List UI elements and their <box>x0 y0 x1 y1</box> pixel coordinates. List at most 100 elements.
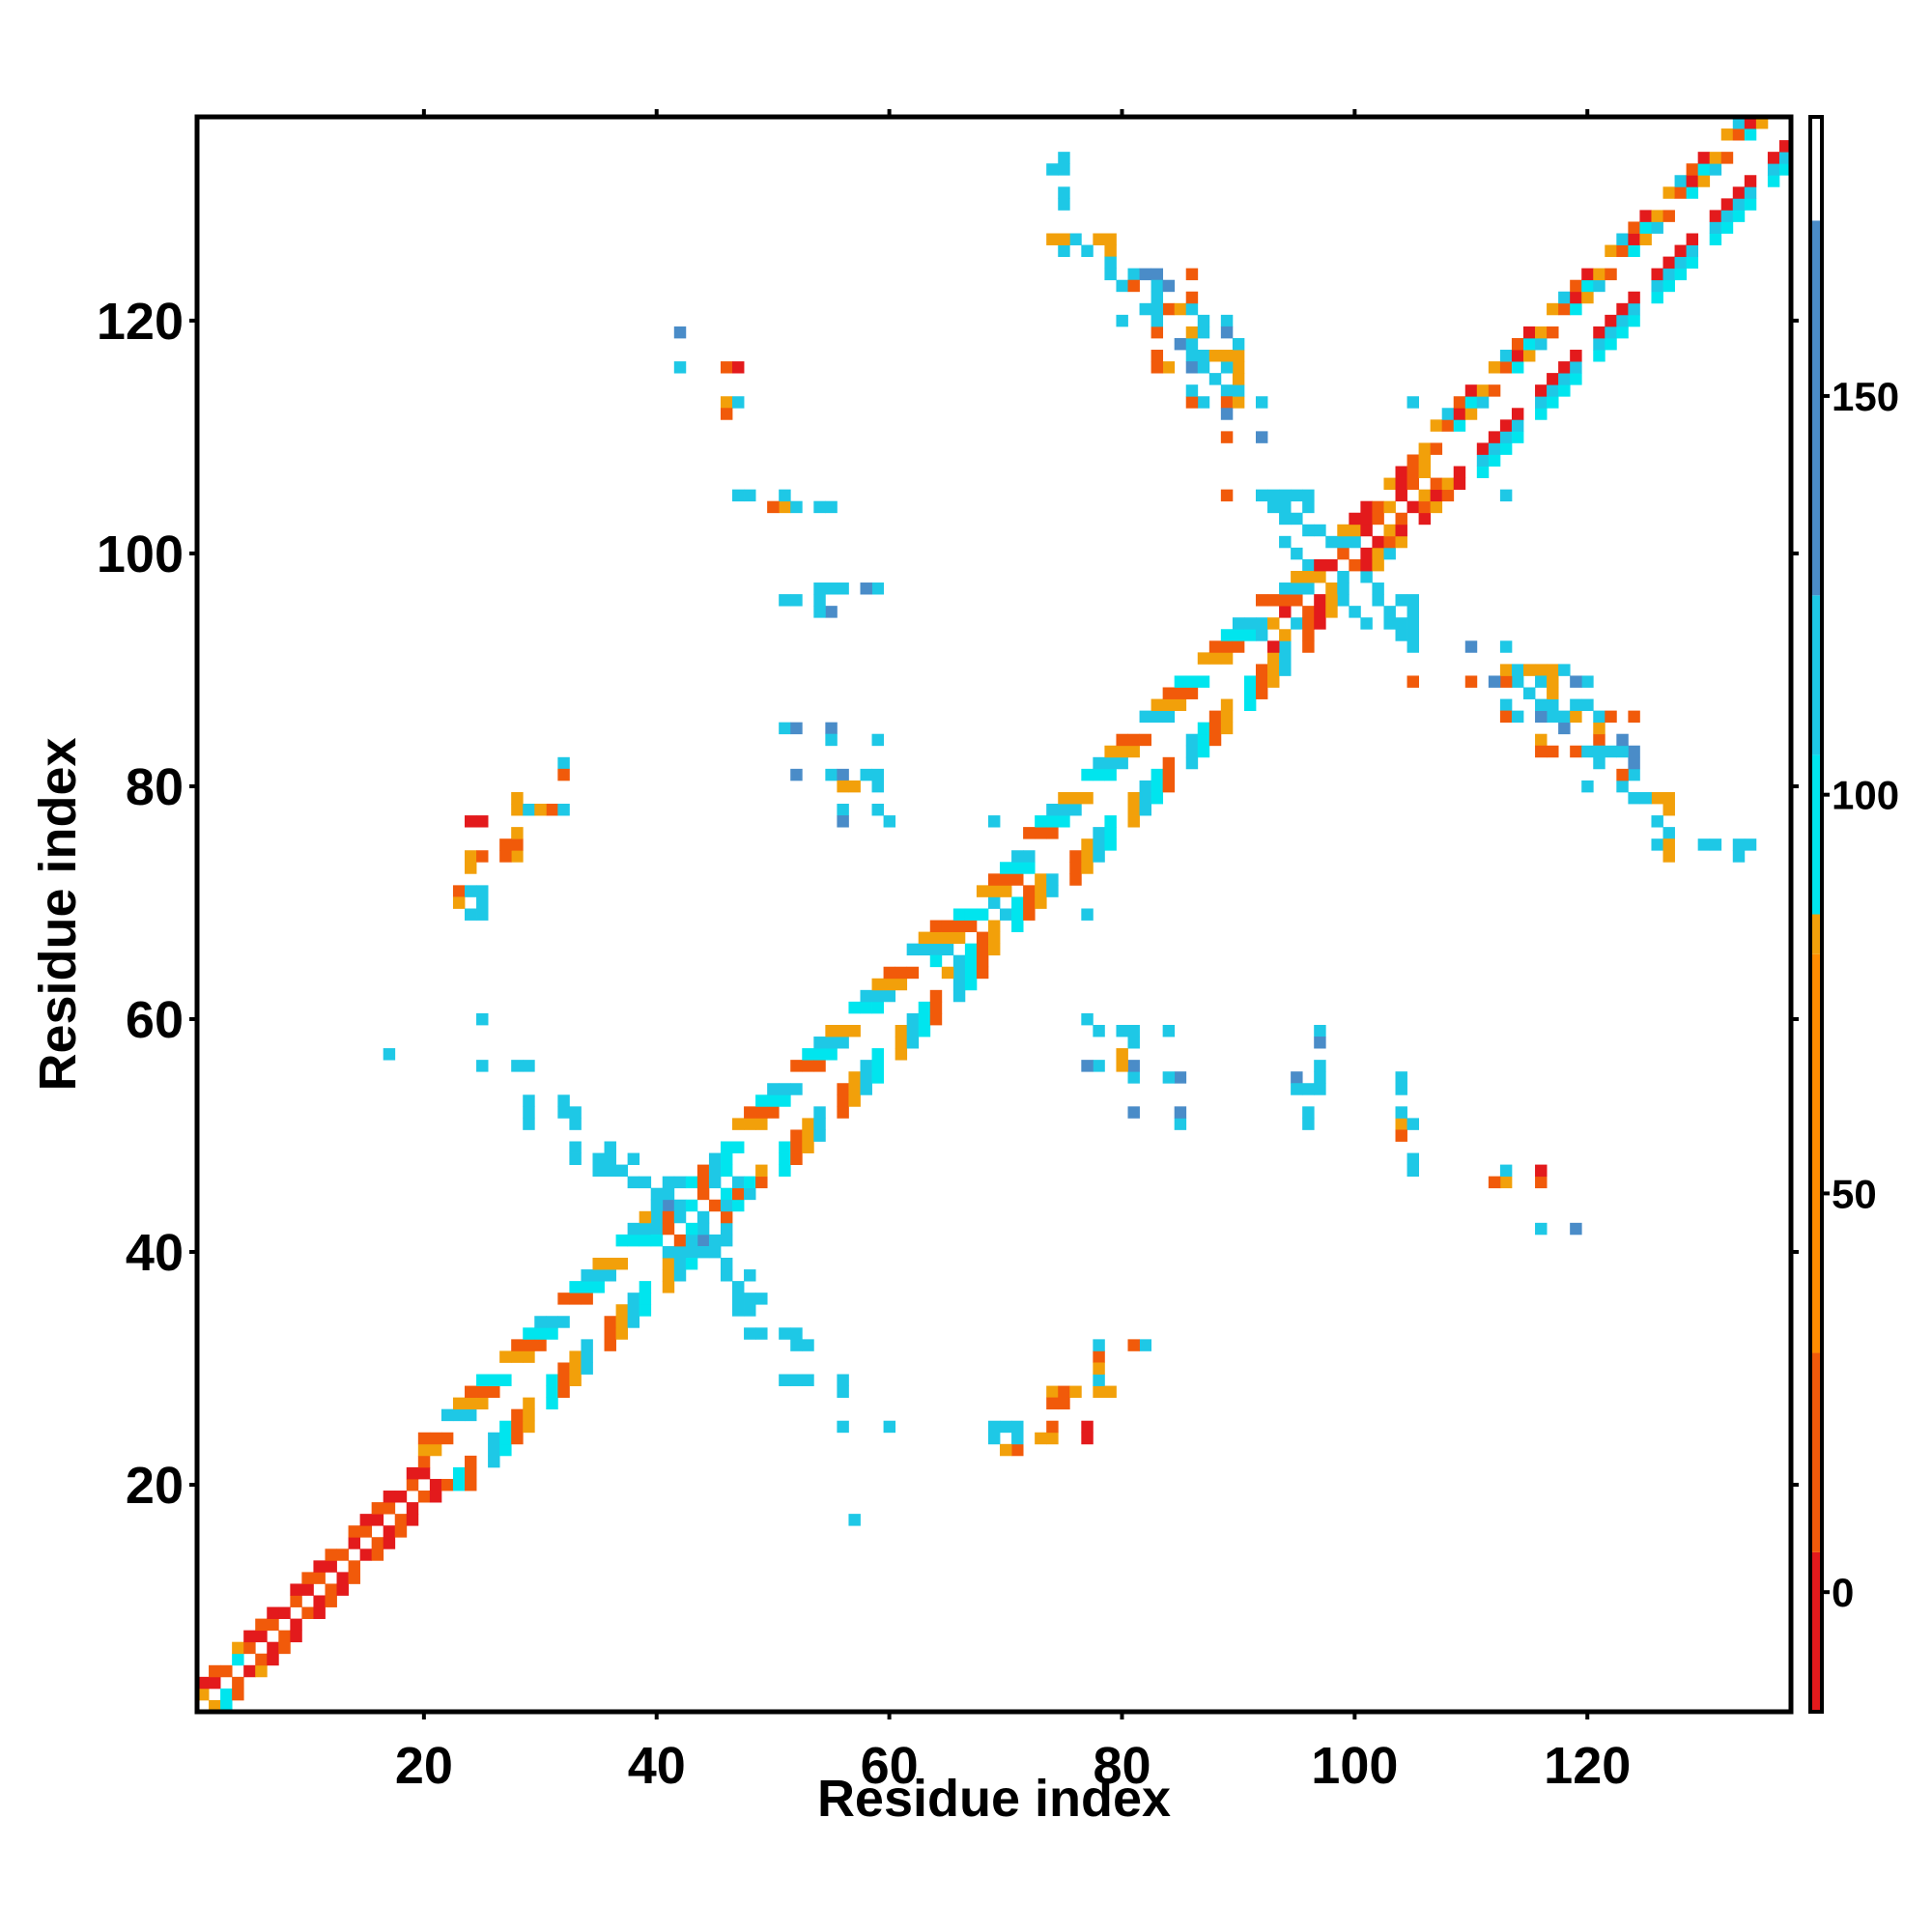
heatmap-cell <box>813 582 826 595</box>
heatmap-cell <box>325 1595 337 1607</box>
heatmap-cell <box>1499 640 1513 653</box>
heatmap-cell <box>860 1071 872 1084</box>
heatmap-cell <box>417 1491 431 1503</box>
heatmap-cell <box>1535 1222 1548 1236</box>
heatmap-cell <box>744 1106 756 1119</box>
heatmap-cell <box>1185 291 1199 304</box>
heatmap-cell <box>336 1583 349 1596</box>
heatmap-cell <box>557 1385 570 1399</box>
heatmap-cell <box>534 804 547 816</box>
heatmap-cell <box>825 1037 838 1049</box>
heatmap-cell <box>1720 221 1734 234</box>
heatmap-cell <box>1255 396 1268 409</box>
heatmap-cell <box>1593 710 1605 724</box>
heatmap-cell <box>301 1606 314 1619</box>
heatmap-cell <box>1581 291 1594 304</box>
heatmap-cell <box>1406 396 1419 409</box>
heatmap-cell <box>1035 827 1047 839</box>
heatmap-cell <box>1406 466 1419 478</box>
heatmap-cell <box>987 1432 1001 1445</box>
heatmap-cell <box>918 1012 931 1026</box>
heatmap-cell <box>1151 268 1164 281</box>
heatmap-cell <box>1511 419 1524 432</box>
heatmap-cell <box>1035 896 1047 909</box>
heatmap-cell <box>837 1374 849 1386</box>
heatmap-cell <box>1651 815 1663 828</box>
heatmap-cell <box>906 1012 920 1026</box>
heatmap-cell <box>871 780 884 793</box>
heatmap-cell <box>348 1560 361 1573</box>
heatmap-cell <box>1383 477 1396 491</box>
heatmap-cell <box>452 1466 466 1480</box>
heatmap-cell <box>476 908 489 921</box>
heatmap-cell <box>1570 373 1582 385</box>
heatmap-cell <box>1511 675 1524 688</box>
heatmap-cell <box>383 1537 396 1549</box>
heatmap-cell <box>1011 908 1024 921</box>
heatmap-cell <box>511 1339 524 1351</box>
heatmap-cell <box>1058 804 1070 816</box>
heatmap-cell <box>429 1443 442 1457</box>
heatmap-cell <box>488 1432 500 1445</box>
heatmap-cell <box>941 966 954 980</box>
heatmap-cell <box>1058 791 1070 805</box>
heatmap-cell <box>779 1094 791 1107</box>
heatmap-cell <box>465 815 477 828</box>
heatmap-cell <box>1337 570 1350 583</box>
heatmap-cell <box>1220 640 1234 653</box>
heatmap-cell <box>1732 838 1746 851</box>
heatmap-cell <box>1488 454 1501 467</box>
y-tick-label: 60 <box>126 991 184 1049</box>
heatmap-cell <box>720 408 733 420</box>
heatmap-cell <box>348 1572 361 1584</box>
heatmap-cell <box>720 396 733 409</box>
heatmap-cell <box>1127 804 1140 816</box>
heatmap-cell <box>290 1618 302 1632</box>
heatmap-cell <box>1104 244 1117 258</box>
heatmap-cell <box>1000 862 1012 874</box>
heatmap-cell <box>523 1060 535 1072</box>
heatmap-cell <box>1570 350 1582 362</box>
heatmap-cell <box>1522 350 1536 362</box>
heatmap-cell <box>918 943 931 956</box>
heatmap-cell <box>534 1316 547 1328</box>
heatmap-cell <box>696 1210 710 1224</box>
heatmap-cell <box>825 582 838 595</box>
heatmap-cell <box>511 1060 524 1072</box>
heatmap-cell <box>744 1304 756 1317</box>
heatmap-cell <box>1511 337 1524 351</box>
heatmap-cell <box>744 1187 756 1201</box>
heatmap-cell <box>1395 477 1407 491</box>
heatmap-cell <box>1639 210 1652 222</box>
heatmap-cell <box>1476 454 1490 467</box>
heatmap-cell <box>673 1234 687 1247</box>
heatmap-cell <box>1011 920 1024 932</box>
heatmap-cell <box>336 1572 349 1584</box>
heatmap-cell <box>1302 1083 1315 1095</box>
heatmap-cell <box>1547 302 1559 316</box>
heatmap-cell <box>569 1362 582 1375</box>
heatmap-cell <box>581 1362 593 1375</box>
heatmap-cell <box>1547 326 1559 339</box>
heatmap-cell <box>1185 268 1199 281</box>
heatmap-cell <box>1535 408 1548 420</box>
heatmap-cell <box>371 1537 384 1549</box>
heatmap-cell <box>1593 745 1605 758</box>
heatmap-cell <box>569 1106 582 1119</box>
heatmap-cell <box>511 1350 524 1363</box>
heatmap-cell <box>394 1514 408 1526</box>
heatmap-cell <box>732 1118 745 1130</box>
heatmap-cell <box>615 1258 629 1270</box>
heatmap-cell <box>499 1443 512 1457</box>
x-tick-label: 40 <box>628 1737 686 1795</box>
heatmap-cell <box>779 722 791 735</box>
colorbar-tick-label: 50 <box>1832 1171 1877 1216</box>
heatmap-cell <box>1674 268 1687 281</box>
heatmap-cell <box>639 1234 652 1247</box>
heatmap-cell <box>650 1199 664 1212</box>
heatmap-cell <box>1208 733 1222 747</box>
heatmap-cell <box>1302 629 1315 641</box>
heatmap-cell <box>1593 326 1605 339</box>
heatmap-cell <box>1151 698 1164 711</box>
heatmap-cell <box>790 1083 803 1095</box>
